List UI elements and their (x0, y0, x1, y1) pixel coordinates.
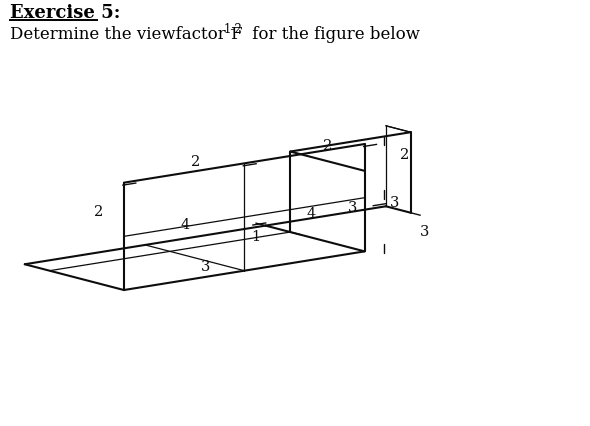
Text: 2: 2 (323, 139, 332, 153)
Text: 2: 2 (94, 205, 104, 219)
Text: 4: 4 (306, 207, 316, 221)
Text: 3: 3 (348, 201, 357, 215)
Text: 2: 2 (191, 155, 200, 170)
Text: for the figure below: for the figure below (247, 26, 420, 43)
Text: 3: 3 (389, 196, 399, 210)
Text: 3: 3 (201, 259, 211, 273)
Text: 2: 2 (399, 148, 409, 162)
Text: Exercise 5:: Exercise 5: (10, 4, 120, 22)
Text: 1-2: 1-2 (224, 23, 242, 36)
Text: Determine the viewfactor F: Determine the viewfactor F (10, 26, 242, 43)
Text: 1: 1 (251, 230, 261, 244)
Text: 4: 4 (180, 218, 189, 232)
Text: 3: 3 (420, 225, 429, 239)
